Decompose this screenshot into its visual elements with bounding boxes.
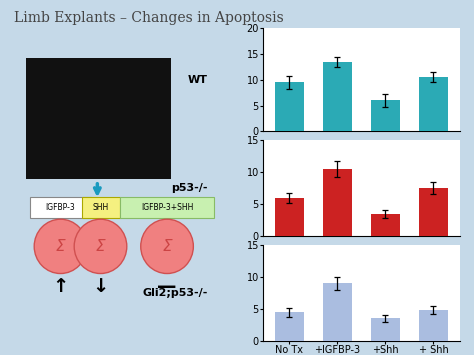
- Text: —: —: [157, 277, 177, 296]
- Bar: [419, 77, 448, 131]
- Text: Σ: Σ: [96, 239, 105, 254]
- Bar: [419, 310, 448, 341]
- Bar: [371, 318, 400, 341]
- Bar: [275, 198, 304, 236]
- Bar: [371, 100, 400, 131]
- Text: WT: WT: [188, 75, 208, 85]
- FancyBboxPatch shape: [30, 197, 91, 218]
- FancyBboxPatch shape: [82, 197, 120, 218]
- Ellipse shape: [34, 219, 87, 273]
- Bar: [419, 188, 448, 236]
- Text: Limb Explants – Changes in Apoptosis: Limb Explants – Changes in Apoptosis: [14, 11, 284, 24]
- Ellipse shape: [141, 219, 193, 273]
- Text: SHH: SHH: [92, 203, 109, 212]
- Bar: [371, 214, 400, 236]
- Ellipse shape: [74, 219, 127, 273]
- Text: IGFBP-3: IGFBP-3: [46, 203, 75, 212]
- Bar: [275, 82, 304, 131]
- Text: IGFBP-3+SHH: IGFBP-3+SHH: [141, 203, 193, 212]
- Text: ↓: ↓: [92, 277, 109, 296]
- Text: ↑: ↑: [52, 277, 69, 296]
- Text: Gli2;p53-/-: Gli2;p53-/-: [143, 288, 208, 298]
- Bar: [323, 283, 352, 341]
- Text: p53-/-: p53-/-: [172, 183, 208, 193]
- FancyBboxPatch shape: [27, 58, 171, 179]
- Bar: [323, 62, 352, 131]
- Text: Σ: Σ: [55, 239, 65, 254]
- Bar: [323, 169, 352, 236]
- Text: Σ: Σ: [162, 239, 172, 254]
- Bar: [275, 312, 304, 341]
- FancyBboxPatch shape: [120, 197, 214, 218]
